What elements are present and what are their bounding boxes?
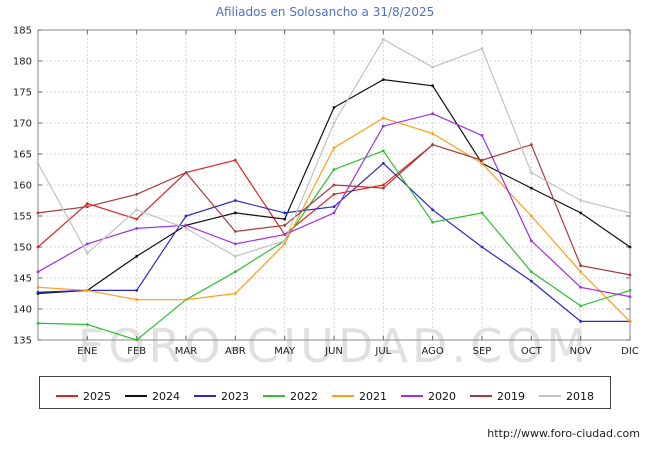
line-chart: FORO-CIUDAD.COM 135 140 145 150 155 160 165 170 1… [13, 26, 639, 374]
footer: http://www.foro-ciudad.com [487, 427, 640, 440]
legend-swatch-2021 [332, 395, 354, 397]
series-2020 [37, 113, 631, 298]
legend-label-2022: 2022 [290, 389, 318, 403]
legend-item-2020: 2020 [401, 390, 456, 403]
svg-text:ABR: ABR [225, 346, 246, 357]
svg-text:185: 185 [13, 26, 32, 37]
legend-label-2025: 2025 [83, 389, 111, 403]
chart-legend: 2025 2024 2023 2022 2021 2020 2019 2018 [39, 376, 611, 409]
legend-item-2023: 2023 [194, 390, 249, 403]
chart-title: Afiliados en Solosancho a 31/8/2025 [215, 5, 435, 19]
legend-label-2021: 2021 [359, 389, 387, 403]
legend-swatch-2024 [125, 395, 147, 397]
svg-text:ENE: ENE [77, 346, 97, 357]
legend-item-2022: 2022 [263, 390, 318, 403]
legend-label-2024: 2024 [152, 389, 180, 403]
legend-item-2025: 2025 [56, 390, 111, 403]
svg-text:155: 155 [13, 212, 32, 223]
legend-swatch-2025 [56, 395, 78, 397]
legend-item-2019: 2019 [470, 390, 525, 403]
svg-text:165: 165 [13, 150, 32, 161]
legend-item-2021: 2021 [332, 390, 387, 403]
svg-text:NOV: NOV [570, 346, 592, 357]
svg-text:145: 145 [13, 274, 32, 285]
svg-text:160: 160 [13, 181, 32, 192]
legend-label-2019: 2019 [497, 389, 525, 403]
svg-text:DIC: DIC [621, 346, 639, 357]
svg-text:170: 170 [13, 119, 32, 130]
legend-swatch-2018 [539, 395, 561, 397]
svg-text:SEP: SEP [473, 346, 492, 357]
legend-swatch-2022 [263, 395, 285, 397]
svg-text:150: 150 [13, 243, 32, 254]
legend-swatch-2023 [194, 395, 216, 397]
svg-text:135: 135 [13, 336, 32, 347]
svg-text:JUN: JUN [324, 346, 343, 357]
svg-text:MAR: MAR [175, 346, 197, 357]
legend-label-2020: 2020 [428, 389, 456, 403]
svg-text:FEB: FEB [127, 346, 146, 357]
svg-text:MAY: MAY [274, 346, 296, 357]
legend-swatch-2020 [401, 395, 423, 397]
svg-text:140: 140 [13, 305, 32, 316]
svg-text:AGO: AGO [422, 346, 444, 357]
watermark: FORO-CIUDAD.COM [78, 319, 590, 373]
svg-text:180: 180 [13, 57, 32, 68]
legend-label-2023: 2023 [221, 389, 249, 403]
footer-link[interactable]: http://www.foro-ciudad.com [487, 427, 640, 440]
legend-item-2018: 2018 [539, 390, 594, 403]
legend-label-2018: 2018 [566, 389, 594, 403]
svg-text:OCT: OCT [521, 346, 543, 357]
legend-wrap: 2025 2024 2023 2022 2021 2020 2019 2018 [0, 376, 650, 409]
svg-text:175: 175 [13, 88, 32, 99]
legend-item-2024: 2024 [125, 390, 180, 403]
legend-swatch-2019 [470, 395, 492, 397]
svg-text:JUL: JUL [374, 346, 391, 357]
